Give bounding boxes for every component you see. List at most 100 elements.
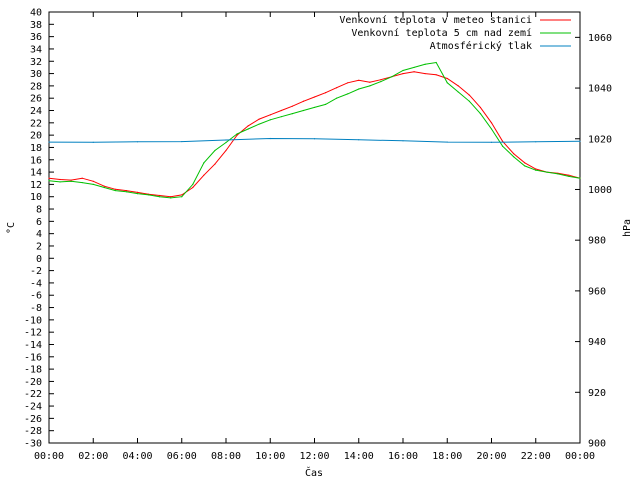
data-point-1 <box>524 165 526 167</box>
x-tick-label: 00:00 <box>34 451 64 462</box>
y-tick-label: -8 <box>30 303 42 314</box>
y-tick-label: 6 <box>36 217 42 228</box>
data-point-0 <box>524 162 526 164</box>
data-point-1 <box>291 112 293 115</box>
data-point-1 <box>302 109 305 112</box>
legend-label-2: Atmosférický tlak <box>430 40 532 52</box>
data-point-1 <box>280 116 282 118</box>
y-tick-label: 34 <box>30 44 42 55</box>
data-point-0 <box>402 72 404 75</box>
data-point-0 <box>291 105 293 107</box>
y2-tick-label: 900 <box>588 439 606 450</box>
data-point-1 <box>336 97 338 99</box>
x-tick-label: 00:00 <box>565 451 595 462</box>
data-point-2 <box>225 139 227 141</box>
data-point-0 <box>513 153 515 155</box>
y-tick-label: 20 <box>30 131 42 142</box>
data-point-2 <box>402 140 404 142</box>
data-point-0 <box>435 74 437 76</box>
y-tick-label: 4 <box>36 229 42 240</box>
data-point-0 <box>236 134 238 136</box>
y2-tick-label: 1040 <box>588 84 612 95</box>
x-tick-label: 22:00 <box>521 451 551 462</box>
data-point-0 <box>568 174 570 176</box>
data-point-1 <box>103 186 105 189</box>
y-tick-label: 38 <box>30 20 42 31</box>
data-point-1 <box>358 88 360 90</box>
data-point-1 <box>513 156 515 158</box>
data-point-0 <box>446 77 448 80</box>
data-point-1 <box>81 181 83 184</box>
y-tick-label: -12 <box>24 328 42 339</box>
x-tick-label: 02:00 <box>78 451 108 462</box>
y-tick-label: 22 <box>30 118 42 129</box>
data-point-0 <box>336 87 338 89</box>
data-point-1 <box>380 80 382 83</box>
y-tick-label: -20 <box>24 377 42 388</box>
y-tick-label: -2 <box>30 266 42 277</box>
data-point-0 <box>114 188 116 190</box>
y2-axis-label: hPa <box>622 219 633 237</box>
y-tick-label: -6 <box>30 291 42 302</box>
data-point-1 <box>468 100 470 102</box>
data-point-0 <box>501 140 504 142</box>
y-tick-label: 26 <box>30 94 42 105</box>
y-tick-label: 18 <box>30 143 42 154</box>
y-tick-label: 2 <box>36 241 42 252</box>
data-point-1 <box>546 171 548 173</box>
y-tick-label: -24 <box>24 402 42 413</box>
data-point-0 <box>302 100 305 102</box>
data-point-1 <box>247 128 249 130</box>
data-point-1 <box>236 133 238 135</box>
series-line-0 <box>48 71 581 198</box>
data-point-0 <box>70 179 72 181</box>
y-tick-label: -18 <box>24 365 42 376</box>
data-point-0 <box>457 85 459 87</box>
data-point-0 <box>347 82 349 84</box>
data-point-0 <box>369 81 371 83</box>
data-point-0 <box>136 191 139 194</box>
y-tick-label: -4 <box>30 278 42 289</box>
y-tick-label: 12 <box>30 180 42 191</box>
data-point-1 <box>557 173 559 175</box>
legend-label-1: Venkovní teplota 5 cm nad zemí <box>351 27 532 39</box>
data-point-0 <box>358 79 360 81</box>
x-tick-label: 20:00 <box>476 451 506 462</box>
y-tick-label: 28 <box>30 81 42 92</box>
data-point-1 <box>125 191 128 193</box>
data-point-1 <box>147 194 150 196</box>
x-tick-label: 18:00 <box>432 451 462 462</box>
data-point-1 <box>579 177 581 179</box>
data-point-2 <box>446 141 448 143</box>
data-point-1 <box>446 82 448 84</box>
y-tick-label: 32 <box>30 57 42 68</box>
data-point-1 <box>159 196 161 198</box>
data-point-1 <box>402 69 404 72</box>
y-tick-label: -28 <box>24 426 42 437</box>
data-point-0 <box>535 168 537 170</box>
data-point-0 <box>59 178 61 181</box>
data-point-1 <box>501 145 504 147</box>
data-point-0 <box>92 180 94 182</box>
y-tick-label: -16 <box>24 352 42 363</box>
legend-label-0: Venkovní teplota v meteo stanici <box>339 14 532 26</box>
y-tick-label: 14 <box>30 168 42 179</box>
x-tick-label: 08:00 <box>211 451 241 462</box>
data-point-2 <box>358 139 360 141</box>
data-point-0 <box>48 177 50 179</box>
data-point-1 <box>70 180 72 182</box>
x-tick-label: 10:00 <box>255 451 285 462</box>
data-point-0 <box>468 94 470 96</box>
data-point-0 <box>324 92 327 94</box>
data-point-0 <box>103 185 105 187</box>
y2-tick-label: 960 <box>588 286 606 297</box>
data-point-1 <box>535 169 537 171</box>
data-point-2 <box>490 141 493 143</box>
data-point-0 <box>125 189 128 192</box>
data-point-2 <box>579 140 581 142</box>
data-point-0 <box>247 125 249 127</box>
y2-tick-label: 1060 <box>588 33 612 44</box>
y2-tick-label: 920 <box>588 388 606 399</box>
y-tick-label: -30 <box>24 439 42 450</box>
data-point-1 <box>324 103 327 105</box>
